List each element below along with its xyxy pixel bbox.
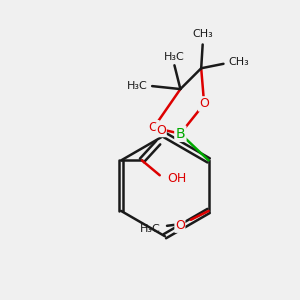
Text: CH₃: CH₃ [228,57,249,67]
Text: CH₃: CH₃ [192,28,213,38]
Text: B: B [176,127,185,141]
Text: O: O [175,219,185,232]
Text: OH: OH [167,172,186,185]
Text: O: O [149,121,159,134]
Text: H₃C: H₃C [127,81,148,91]
Text: O: O [199,98,209,110]
Text: O: O [156,124,166,136]
Text: H₃C: H₃C [140,224,161,234]
Text: H₃C: H₃C [164,52,185,62]
